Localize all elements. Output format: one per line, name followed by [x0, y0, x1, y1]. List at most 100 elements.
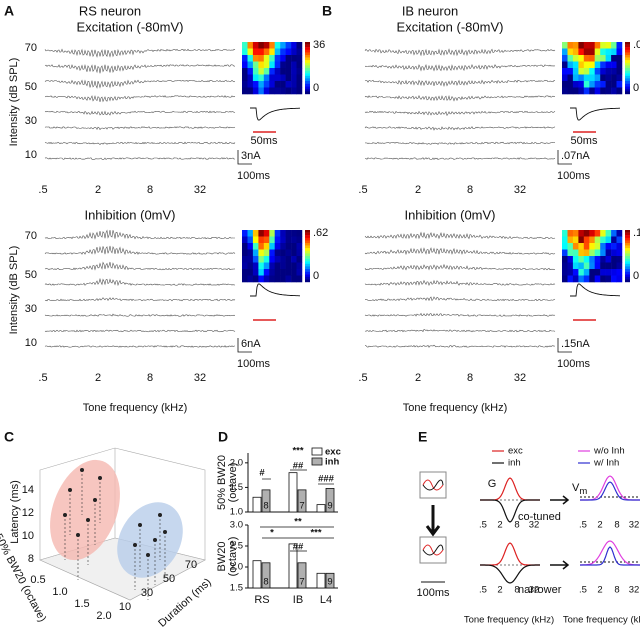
heatmap-cell: [242, 48, 248, 56]
y-tick-label: 2.0: [230, 457, 243, 468]
panel-label: D: [218, 429, 228, 445]
heatmap-cell: [242, 262, 248, 270]
legend-label: exc: [325, 447, 341, 458]
heatmap-cell: [583, 249, 590, 257]
heatmap-cell: [562, 87, 568, 95]
scale-time: 100ms: [237, 358, 271, 370]
heatmap-cell: [274, 275, 281, 283]
heatmap-cell: [242, 243, 248, 250]
heatmap-cell: [258, 275, 265, 283]
heatmap-cell: [296, 249, 303, 257]
heatmap-cell: [594, 249, 601, 257]
heatmap-cell: [263, 256, 270, 263]
legend-swatch: [311, 457, 323, 466]
heatmap-cell: [291, 81, 297, 88]
y-tick-label: 2.0: [230, 562, 243, 573]
x-tick-label: 2: [597, 520, 602, 531]
bar: [297, 562, 307, 589]
heatmap-cell: [611, 262, 617, 270]
heatmap-cell: [572, 262, 579, 270]
heatmap-cell: [280, 243, 286, 250]
heatmap-cell: [280, 269, 286, 276]
colorbar: [625, 44, 630, 48]
colorbar: [305, 263, 310, 267]
colorbar: [625, 42, 630, 45]
annotation: #: [259, 468, 265, 479]
colorbar: [625, 274, 630, 277]
colorbar: [625, 276, 630, 280]
point: [138, 523, 142, 527]
heatmap-cell: [242, 81, 248, 88]
heatmap-cell: [605, 230, 612, 237]
x-axis-label: Tone frequency (kHz): [464, 615, 554, 626]
x-tick-label: .5: [38, 372, 47, 384]
y-tick-label: 2.5: [230, 541, 243, 552]
point: [98, 476, 102, 480]
heatmap-cell: [252, 262, 259, 270]
colorbar: [305, 88, 310, 92]
heatmap-cell: [242, 230, 248, 237]
heatmap-cell: [567, 262, 574, 270]
heatmap-cell: [296, 230, 303, 237]
heatmap-cell: [269, 256, 276, 263]
heatmap-cell: [263, 249, 270, 257]
cluster-ib: [117, 502, 183, 578]
heatmap-cell: [616, 48, 623, 56]
heatmap-cell: [291, 256, 297, 263]
heatmap-cell: [274, 68, 281, 75]
heatmap-cell: [252, 74, 259, 82]
x-tick-label: 8: [514, 520, 519, 531]
heatmap-cell: [252, 87, 259, 95]
heatmap-cell: [605, 243, 612, 250]
heatmap-cell: [605, 87, 612, 95]
heatmap-cell: [252, 243, 259, 250]
heatmap-cell: [296, 74, 303, 82]
scale-time: 100ms: [416, 587, 450, 599]
z-tick-label: 10: [22, 530, 34, 542]
point: [153, 538, 157, 542]
scale-bar: [237, 150, 252, 165]
trace: [364, 279, 556, 287]
heatmap-cell: [578, 81, 585, 88]
heatmap-cell: [296, 269, 303, 276]
heatmap-cell: [567, 42, 574, 49]
heatmap-cell: [258, 262, 265, 270]
heatmap-cell: [280, 256, 286, 263]
heatmap-cell: [589, 269, 596, 276]
colorbar: [305, 83, 310, 87]
heatmap-cell: [583, 48, 590, 56]
x-tick-label: L4: [320, 594, 332, 606]
heatmap-cell: [611, 61, 617, 69]
scale-amplitude: 6nA: [241, 338, 261, 350]
heatmap-cell: [611, 55, 617, 62]
heatmap-cell: [600, 74, 606, 82]
heatmap-cell: [594, 256, 601, 263]
heatmap-cell: [291, 230, 297, 237]
heatmap-cell: [572, 249, 579, 257]
scale-amplitude: .15nA: [561, 338, 590, 350]
colorbar: [625, 266, 630, 270]
inset-trace: [250, 283, 300, 297]
colorbar: [625, 73, 630, 76]
heatmap-cell: [600, 243, 606, 250]
colorbar: [625, 47, 630, 50]
colorbar: [625, 62, 630, 66]
trace: [44, 157, 236, 161]
heatmap-cell: [280, 48, 286, 56]
legend-label: w/ Inh: [593, 458, 619, 469]
heatmap-cell: [242, 55, 248, 62]
colorbar: [625, 243, 630, 246]
heatmap-cell: [616, 243, 623, 250]
inset-box: [419, 471, 447, 499]
x-tick-label: 2: [597, 585, 602, 596]
heatmap-cell: [589, 55, 596, 62]
heatmap-cell: [296, 42, 303, 49]
heatmap-cell: [296, 236, 303, 244]
heatmap-cell: [572, 48, 579, 56]
colorbar: [305, 81, 310, 84]
heatmap-cell: [258, 61, 265, 69]
heatmap-cell: [252, 275, 259, 283]
heatmap-cell: [269, 81, 276, 88]
heatmap-cell: [247, 269, 254, 276]
